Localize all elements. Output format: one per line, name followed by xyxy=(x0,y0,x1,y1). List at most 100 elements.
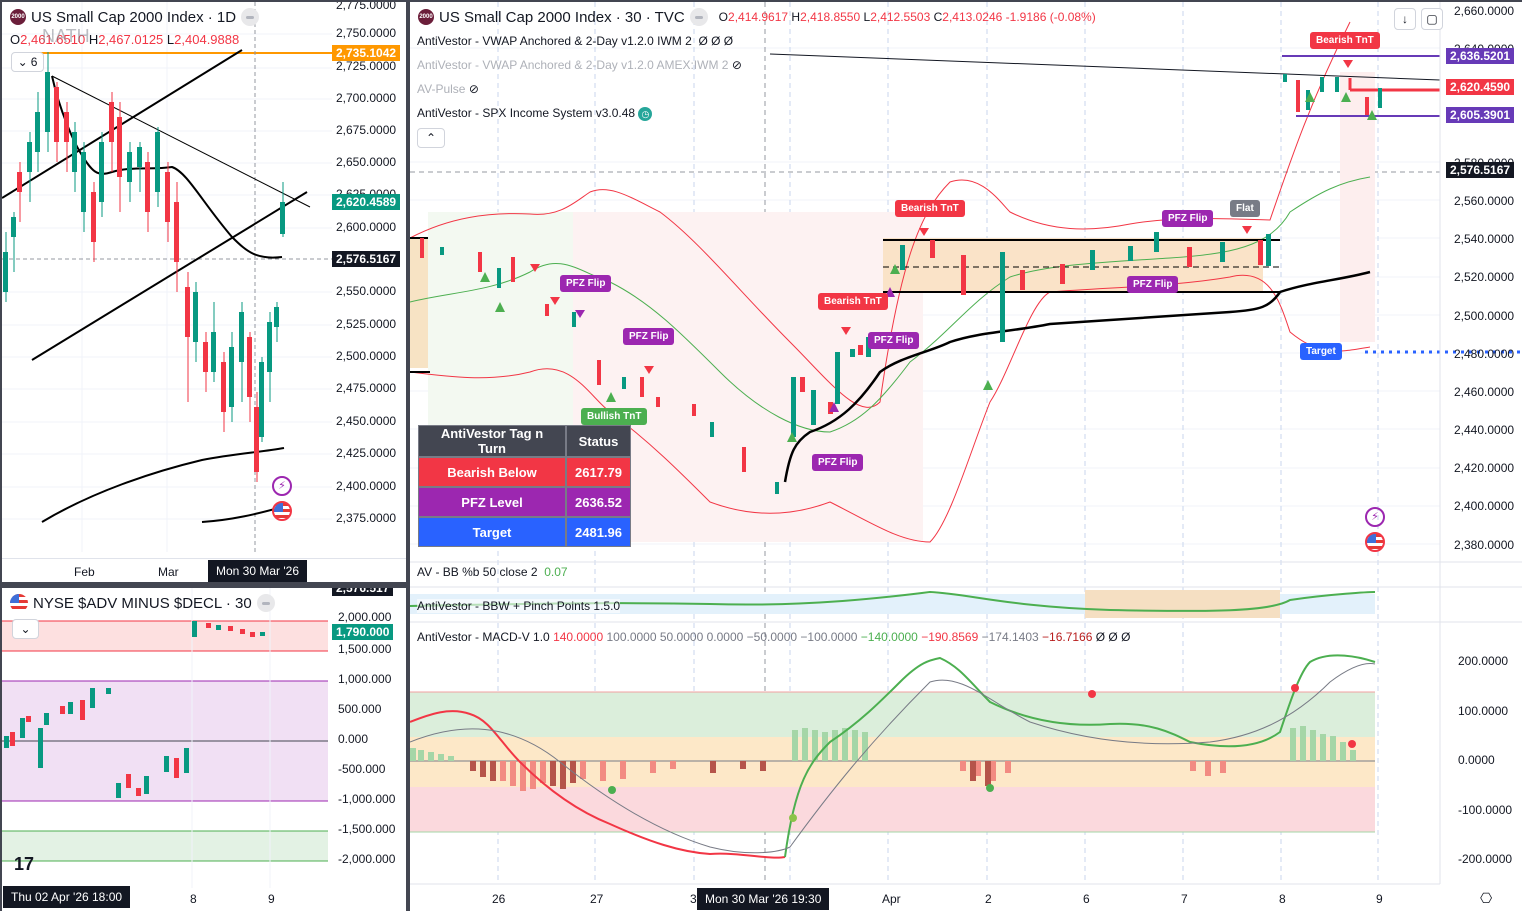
eye-hidden-icon[interactable]: ⊘ xyxy=(731,58,742,72)
main-time-label: 6 xyxy=(1083,892,1090,906)
arrow-down-icon: ↓ xyxy=(1402,12,1408,26)
daily-axis-label: 2,375.0000 xyxy=(336,511,397,525)
status-table-header: Status xyxy=(566,425,631,457)
fullscreen-button[interactable]: ▢ xyxy=(1421,8,1443,30)
daily-axis-label: 2,500.0000 xyxy=(336,349,397,363)
daily-axis-label: 2,725.0000 xyxy=(336,59,397,73)
russell-logo-icon: 2000 xyxy=(418,9,434,25)
breadth-axis-label: -1,000.000 xyxy=(338,792,396,806)
bb-percent-legend[interactable]: AV - BB %b 50 close 2 0.07 xyxy=(417,565,568,579)
pfz-flip-label: PFZ Flip xyxy=(1127,276,1179,293)
main-chart-pane[interactable]: 2000 US Small Cap 2000 Index · 30 · TVC … xyxy=(410,2,1522,911)
us-flag-events-icon[interactable] xyxy=(272,501,306,521)
breadth-time-label: 8 xyxy=(190,892,197,906)
indicator-vwap-iwm[interactable]: AntiVestor - VWAP Anchored & 2-Day v1.2.… xyxy=(417,34,734,48)
macd-axis-label: -100.0000 xyxy=(1458,803,1513,817)
breadth-axis-label: -2,000.000 xyxy=(338,852,396,866)
pfz-flip-label: PFZ Flip xyxy=(623,328,675,345)
main-axis-label: 2,420.0000 xyxy=(1454,461,1515,475)
pfz-level-label: PFZ Level xyxy=(418,487,566,517)
breadth-axis-label: -1,500.000 xyxy=(338,822,396,836)
macd-axis-label: 100.0000 xyxy=(1458,704,1509,718)
breadth-crosshair-time: Thu 02 Apr '26 18:00 xyxy=(3,886,131,908)
daily-chart-title[interactable]: 2000 US Small Cap 2000 Index · 1D xyxy=(10,8,260,26)
bearish-tnt-label: Bearish TnT xyxy=(895,200,965,217)
collapse-legend-icon[interactable] xyxy=(689,8,708,26)
breadth-chart-title-text: NYSE $ADV MINUS $DECL · 30 xyxy=(33,594,252,612)
crosshair-price-tag: 2,576.5167 xyxy=(332,251,401,267)
daily-axis-label: 2,475.0000 xyxy=(336,381,397,395)
collapse-legend-icon[interactable] xyxy=(256,594,275,612)
ath-price-tag: 2,735.1042 xyxy=(332,45,401,61)
indicator-av-pulse[interactable]: AV-Pulse ⊘ xyxy=(417,82,479,96)
daily-time-label: Feb xyxy=(74,565,95,579)
main-axis-label: 2,520.0000 xyxy=(1454,270,1515,284)
alarm-clock-icon[interactable]: ◷ xyxy=(638,107,653,121)
main-time-label: 26 xyxy=(492,892,506,906)
daily-axis-label: 2,425.0000 xyxy=(336,446,397,460)
bearish-tnt-label: Bearish TnT xyxy=(1310,32,1380,49)
daily-axis-label: 2,525.0000 xyxy=(336,317,397,331)
main-axis-label: 2,540.0000 xyxy=(1454,232,1515,246)
left-daily-chart-pane[interactable]: 2000 US Small Cap 2000 Index · 1D O2,461… xyxy=(2,2,406,582)
main-axis-label: 2,500.0000 xyxy=(1454,309,1515,323)
tradingview-logo-icon[interactable]: 17 xyxy=(14,854,35,874)
maximize-icon: ▢ xyxy=(1426,12,1438,26)
daily-axis-label: 2,700.0000 xyxy=(336,91,397,105)
tag-n-turn-status-table: AntiVestor Tag n Turn Status Bearish Bel… xyxy=(418,425,631,547)
daily-axis-label: 2,675.0000 xyxy=(336,123,397,137)
main-chart-title[interactable]: 2000 US Small Cap 2000 Index · 30 · TVC … xyxy=(418,8,1096,26)
main-chart-title-text: US Small Cap 2000 Index · 30 · TVC xyxy=(439,8,685,26)
chart-settings-icon[interactable]: ⎔ xyxy=(1480,890,1493,906)
indicators-toggle-button[interactable]: ⌄ 6 xyxy=(11,52,44,72)
main-time-label: 8 xyxy=(1279,892,1286,906)
daily-axis-label: 2,600.0000 xyxy=(336,220,397,234)
eye-hidden-icon[interactable]: ⊘ xyxy=(468,82,479,96)
pfz-flip-label: PFZ Flip xyxy=(560,275,612,292)
breadth-chart-title[interactable]: NYSE $ADV MINUS $DECL · 30 xyxy=(10,594,275,612)
breadth-top-cut-tag: 2,576.517 xyxy=(332,588,394,596)
lightning-event-icon[interactable]: ⚡ xyxy=(1365,507,1385,527)
chevron-down-icon: ⌄ xyxy=(17,55,28,69)
pfz-price-tag: 2,636.5201 xyxy=(1446,48,1515,64)
flat-label: Flat xyxy=(1230,200,1260,217)
main-axis-label: 2,440.0000 xyxy=(1454,423,1515,437)
daily-axis-label: 2,650.0000 xyxy=(336,155,397,169)
indicator-vwap-amex-iwm[interactable]: AntiVestor - VWAP Anchored & 2-Day v1.2.… xyxy=(417,58,742,72)
lower-zone-price-tag: 2,605.3901 xyxy=(1446,107,1515,123)
main-time-label: 9 xyxy=(1376,892,1383,906)
breadth-legend-toggle-button[interactable]: ⌄ xyxy=(12,619,39,639)
daily-axis-label: 2,775.0000 xyxy=(336,2,397,12)
daily-axis-label: 2,550.0000 xyxy=(336,284,397,298)
macd-axis-label: 0.0000 xyxy=(1458,753,1495,767)
bearish-tnt-label: Bearish TnT xyxy=(818,293,888,310)
main-chart-plot xyxy=(410,2,1522,885)
collapse-indicators-button[interactable]: ⌃ xyxy=(417,128,445,148)
main-time-label: 2 xyxy=(985,892,992,906)
indicator-spx-income[interactable]: AntiVestor - SPX Income System v3.0.48 ◷ xyxy=(417,106,653,121)
breadth-axis-label: 1,000.000 xyxy=(338,672,392,686)
collapse-legend-icon[interactable] xyxy=(241,8,260,26)
chevron-up-icon: ⌃ xyxy=(425,131,437,145)
us-flag-event-icon[interactable] xyxy=(1365,532,1385,552)
bbw-legend[interactable]: AntiVestor - BBW + Pinch Points 1.5.0 xyxy=(417,599,621,613)
main-axis-label: 2,400.0000 xyxy=(1454,499,1515,513)
macd-axis-label: 200.0000 xyxy=(1458,654,1509,668)
russell-logo-icon: 2000 xyxy=(10,9,26,25)
daily-chart-title-text: US Small Cap 2000 Index · 1D xyxy=(31,8,237,26)
main-axis-label: 2,480.0000 xyxy=(1454,347,1515,361)
breadth-chart-pane[interactable]: NYSE $ADV MINUS $DECL · 30 ⌄ 2,576.517 2… xyxy=(2,588,406,911)
pfz-flip-label: PFZ Flip xyxy=(1162,210,1214,227)
last-price-tag: 2,620.4590 xyxy=(1446,79,1515,95)
chevron-down-icon: ⌄ xyxy=(20,622,31,636)
main-time-label: 27 xyxy=(590,892,604,906)
main-axis-label: 2,660.0000 xyxy=(1454,4,1515,18)
scroll-down-button[interactable]: ↓ xyxy=(1394,8,1416,30)
macd-legend[interactable]: AntiVestor - MACD-V 1.0 140.0000 100.000… xyxy=(417,630,1131,644)
main-time-label: 3 xyxy=(690,892,697,906)
breadth-plot xyxy=(2,588,328,888)
main-axis-label: 2,560.0000 xyxy=(1454,194,1515,208)
daily-crosshair-time: Mon 30 Mar '26 xyxy=(208,560,307,582)
lightning-event-icon[interactable]: ⚡ xyxy=(272,476,292,496)
main-crosshair-time: Mon 30 Mar '26 19:30 xyxy=(697,888,830,910)
